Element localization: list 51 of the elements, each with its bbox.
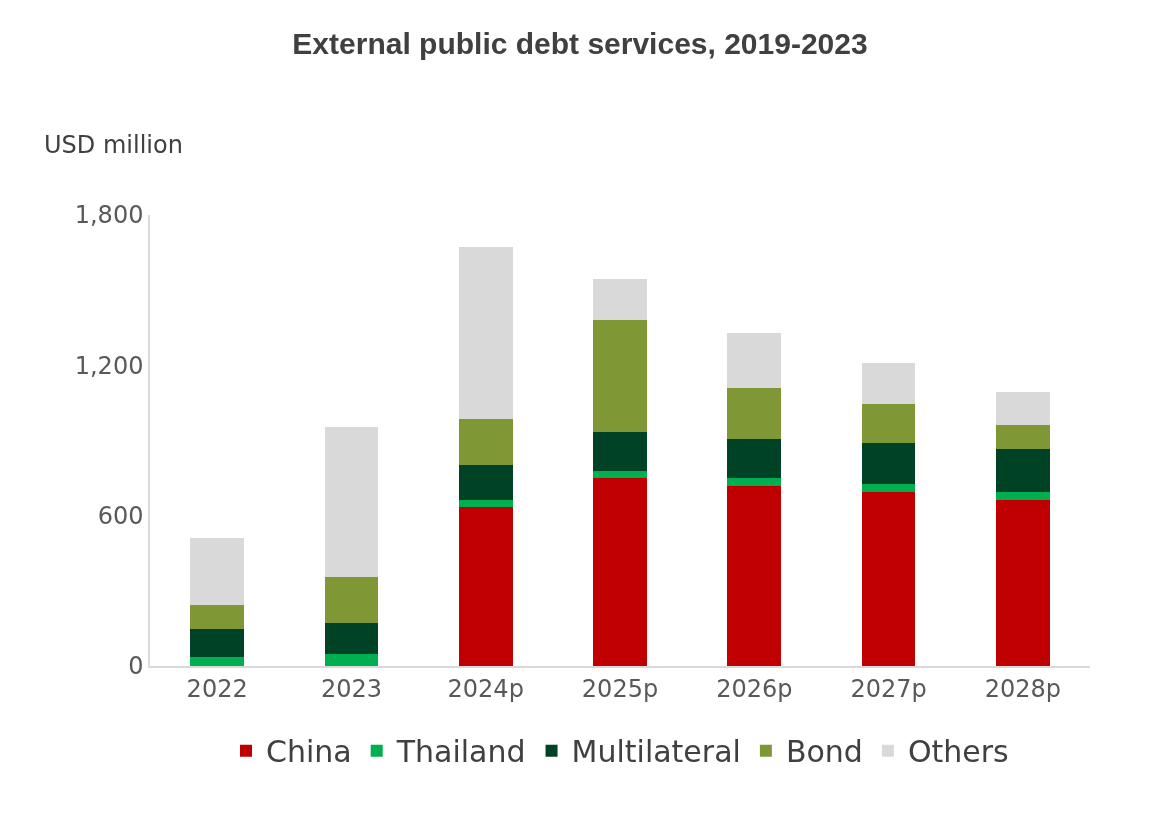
- x-tick-label: 2024p: [447, 674, 524, 703]
- bar: [593, 431, 647, 471]
- bar: [458, 246, 513, 419]
- y-tick-label: 1,800: [74, 201, 144, 230]
- chart-title: External public debt services, 2019-2023: [292, 26, 868, 60]
- legend-label: Others: [907, 734, 1009, 770]
- bar: [727, 486, 782, 666]
- y-tick-label: 600: [97, 502, 144, 531]
- bar: [861, 403, 916, 443]
- y-tick-label: 0: [128, 652, 144, 681]
- bar: [190, 656, 244, 666]
- bar: [458, 418, 513, 466]
- bar: [861, 442, 916, 485]
- bar: [996, 499, 1050, 666]
- bar: [324, 654, 379, 666]
- x-tick-label: 2022: [186, 674, 248, 703]
- legend-label: China: [266, 734, 352, 770]
- bar: [996, 391, 1050, 425]
- bar: [190, 538, 244, 606]
- bar: [593, 478, 647, 666]
- bar: [996, 491, 1050, 500]
- bar: [996, 448, 1050, 492]
- x-tick-label: 2026p: [716, 674, 793, 703]
- bar: [458, 500, 513, 508]
- legend-label: Bond: [785, 734, 863, 770]
- bar: [324, 427, 379, 577]
- y-axis-title: USD million: [44, 131, 183, 159]
- bar: [727, 387, 782, 439]
- bar: [324, 623, 379, 655]
- legend-label: Thailand: [395, 734, 526, 770]
- x-tick-label: 2023: [320, 674, 382, 703]
- x-tick-label: 2025p: [581, 674, 659, 703]
- bar: [727, 439, 782, 479]
- x-tick-label: 2028p: [984, 674, 1062, 703]
- bar: [190, 605, 244, 629]
- bar: [727, 478, 782, 487]
- x-tick-label: 2027p: [850, 674, 927, 703]
- y-tick-label: 1,200: [74, 351, 144, 380]
- bar: [996, 424, 1050, 449]
- bar: [861, 484, 916, 493]
- bar: [593, 470, 647, 479]
- bar: [861, 492, 916, 666]
- bar: [593, 320, 647, 432]
- bar: [458, 507, 513, 666]
- bar: [727, 333, 782, 388]
- bar: [458, 465, 513, 501]
- bar: [324, 576, 379, 624]
- bar: [190, 628, 244, 657]
- bar: [593, 278, 647, 321]
- bar: [861, 363, 916, 404]
- legend-label: Multilateral: [571, 734, 741, 770]
